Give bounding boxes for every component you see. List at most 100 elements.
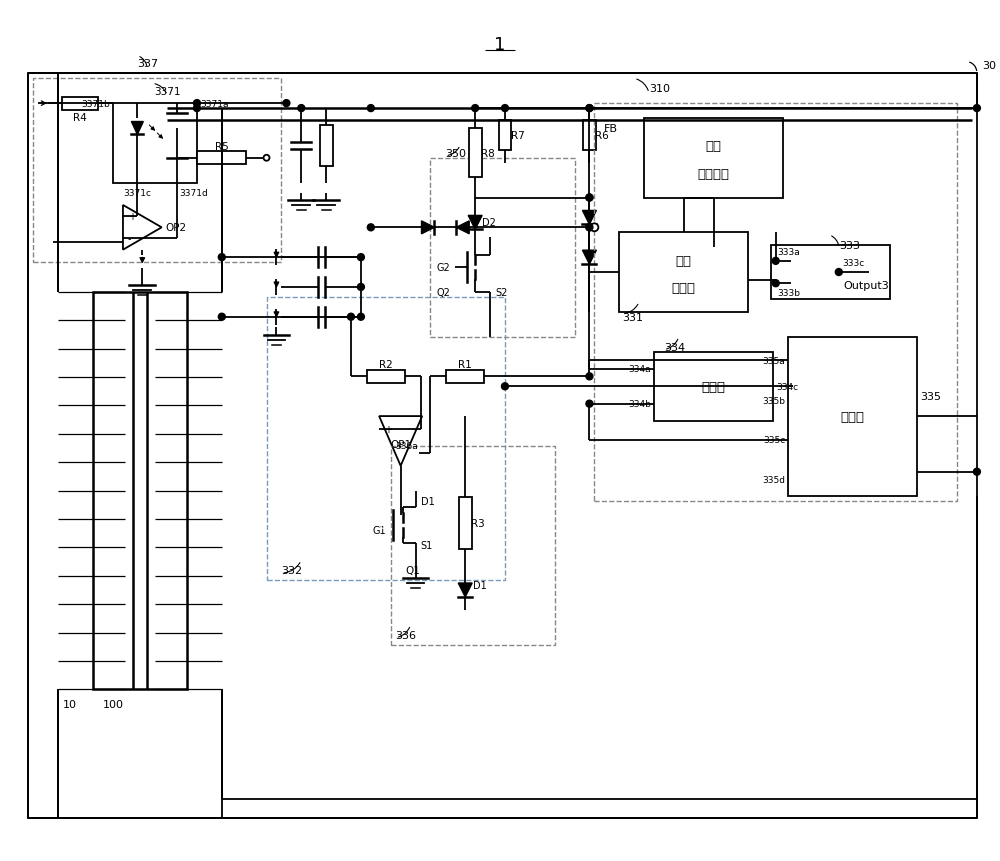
Text: 337: 337	[137, 59, 158, 69]
Circle shape	[835, 269, 842, 276]
Circle shape	[264, 156, 269, 162]
Circle shape	[501, 106, 508, 113]
Text: R3: R3	[471, 518, 485, 529]
Circle shape	[367, 106, 374, 113]
Bar	[654, 352, 773, 422]
Bar	[594, 104, 957, 501]
Text: 335b: 335b	[762, 396, 785, 406]
Bar	[28, 74, 977, 819]
Polygon shape	[791, 251, 839, 295]
Circle shape	[586, 195, 593, 201]
Text: R4: R4	[73, 113, 87, 123]
Text: R5: R5	[215, 142, 229, 152]
Polygon shape	[131, 122, 143, 135]
Circle shape	[472, 106, 479, 113]
Bar	[197, 152, 246, 165]
Bar	[367, 370, 405, 383]
Circle shape	[193, 101, 200, 108]
Circle shape	[367, 225, 374, 232]
Circle shape	[283, 101, 290, 108]
Text: 331: 331	[622, 313, 643, 322]
Text: +: +	[128, 212, 136, 222]
Text: OP2: OP2	[166, 223, 187, 233]
Text: 310: 310	[649, 84, 670, 94]
Polygon shape	[468, 216, 482, 230]
Bar	[267, 298, 505, 580]
Bar	[788, 338, 917, 496]
Circle shape	[973, 106, 980, 113]
Circle shape	[501, 383, 508, 390]
Polygon shape	[582, 251, 596, 265]
Bar	[459, 498, 472, 549]
Circle shape	[218, 254, 225, 261]
Circle shape	[586, 225, 593, 232]
Text: S2: S2	[495, 288, 507, 298]
Circle shape	[218, 314, 225, 321]
Text: 335d: 335d	[762, 475, 785, 485]
Polygon shape	[456, 221, 469, 234]
Bar	[469, 129, 482, 178]
Bar	[320, 126, 333, 167]
Text: 333a: 333a	[778, 248, 800, 257]
Text: Output3: Output3	[844, 281, 890, 291]
Text: S1: S1	[421, 541, 433, 551]
Text: 定时器: 定时器	[702, 381, 726, 393]
Text: D2: D2	[482, 218, 496, 228]
Text: -: -	[414, 424, 417, 434]
Text: 335a: 335a	[762, 356, 785, 366]
Circle shape	[347, 314, 354, 321]
Text: FB: FB	[604, 124, 618, 133]
Circle shape	[357, 254, 364, 261]
Text: 10: 10	[63, 699, 77, 709]
Text: 350: 350	[445, 149, 466, 158]
Bar	[430, 158, 575, 338]
Circle shape	[586, 106, 593, 113]
Text: 335: 335	[920, 392, 941, 402]
Circle shape	[298, 106, 305, 113]
Text: 3371b: 3371b	[81, 100, 110, 108]
Text: 定时: 定时	[676, 254, 692, 267]
Bar	[446, 370, 484, 383]
Circle shape	[586, 106, 593, 113]
Polygon shape	[379, 417, 422, 466]
Text: 336: 336	[396, 630, 417, 640]
Text: 100: 100	[103, 699, 124, 709]
Text: 335c: 335c	[763, 436, 785, 445]
Text: R1: R1	[458, 360, 472, 370]
Bar	[113, 104, 197, 183]
Text: 334b: 334b	[628, 400, 651, 409]
Text: 选择器: 选择器	[841, 410, 865, 423]
Text: 334c: 334c	[776, 382, 798, 392]
Text: R2: R2	[379, 360, 393, 370]
Text: 3371a: 3371a	[200, 100, 228, 108]
Text: 334: 334	[664, 342, 685, 352]
Bar	[644, 119, 783, 198]
Text: 3371: 3371	[154, 87, 180, 97]
Text: 3371d: 3371d	[179, 189, 208, 197]
Polygon shape	[458, 584, 472, 598]
Text: G1: G1	[379, 521, 393, 530]
Text: 334a: 334a	[628, 365, 651, 374]
Text: R7: R7	[511, 131, 525, 141]
Bar	[33, 79, 281, 263]
Text: Q2: Q2	[436, 288, 450, 298]
Text: D1: D1	[421, 496, 434, 506]
Circle shape	[357, 314, 364, 321]
Text: Q1: Q1	[406, 566, 420, 575]
Text: D1: D1	[473, 580, 487, 591]
Bar	[499, 121, 511, 152]
Text: R8: R8	[481, 149, 495, 158]
Text: 336a: 336a	[396, 442, 418, 451]
Text: R6: R6	[595, 131, 609, 141]
Text: 温度: 温度	[706, 140, 722, 153]
Circle shape	[586, 400, 593, 407]
Polygon shape	[582, 211, 596, 225]
Text: 332: 332	[281, 566, 303, 575]
Circle shape	[586, 374, 593, 381]
Text: 1: 1	[494, 35, 506, 53]
Circle shape	[357, 284, 364, 291]
Text: 333c: 333c	[842, 259, 864, 268]
Bar	[583, 121, 596, 152]
Circle shape	[772, 281, 779, 288]
Text: 侦测单元: 侦测单元	[698, 168, 730, 181]
